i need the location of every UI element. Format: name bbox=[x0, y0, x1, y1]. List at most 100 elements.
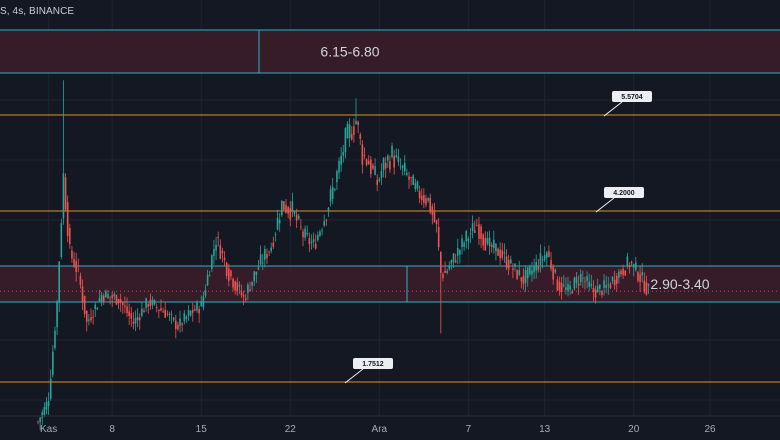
candle-up bbox=[399, 166, 402, 168]
candle-up bbox=[331, 186, 334, 199]
candle-up bbox=[334, 188, 336, 191]
candle-up bbox=[52, 351, 54, 375]
x-tick-label: 20 bbox=[628, 424, 640, 435]
candle-down bbox=[198, 309, 200, 314]
candle-down bbox=[102, 295, 105, 303]
candle-down bbox=[592, 287, 595, 292]
candle-down bbox=[242, 295, 245, 297]
candle-up bbox=[452, 253, 455, 263]
candle-down bbox=[164, 309, 166, 318]
candle-up bbox=[43, 406, 46, 415]
candle-down bbox=[217, 237, 219, 238]
candle-up bbox=[414, 183, 417, 190]
candle-down bbox=[630, 261, 633, 264]
candle-down bbox=[480, 226, 482, 240]
candle-down bbox=[418, 191, 421, 199]
candle-up bbox=[215, 244, 217, 251]
candle-down bbox=[268, 251, 270, 253]
candle-up bbox=[529, 266, 531, 275]
candle-down bbox=[615, 276, 618, 284]
candle-up bbox=[170, 314, 173, 315]
candle-down bbox=[571, 291, 574, 294]
candle-up bbox=[141, 308, 143, 316]
candle-up bbox=[253, 271, 256, 281]
candle-up bbox=[94, 304, 97, 309]
candle-down bbox=[223, 257, 226, 260]
zone-label: 2.90-3.40 bbox=[650, 276, 709, 292]
candle-up bbox=[509, 259, 512, 264]
candle-up bbox=[448, 266, 451, 269]
candle-up bbox=[469, 233, 472, 235]
candle-up bbox=[200, 300, 203, 307]
candle-down bbox=[300, 226, 302, 228]
candle-up bbox=[49, 378, 52, 400]
candle-down bbox=[287, 206, 289, 214]
candle-down bbox=[613, 279, 616, 286]
candle-up bbox=[172, 317, 175, 320]
candle-up bbox=[88, 319, 90, 321]
candle-up bbox=[471, 223, 474, 231]
candle-up bbox=[274, 234, 277, 235]
candle-up bbox=[546, 252, 548, 258]
candle-up bbox=[338, 160, 340, 173]
candle-down bbox=[37, 421, 39, 423]
candle-up bbox=[136, 316, 139, 321]
candle-up bbox=[213, 249, 215, 257]
candle-up bbox=[278, 220, 281, 224]
candle-down bbox=[548, 251, 550, 257]
candle-up bbox=[503, 252, 506, 254]
candle-down bbox=[75, 261, 77, 272]
candle-down bbox=[537, 266, 540, 270]
candle-up bbox=[543, 254, 546, 260]
candle-down bbox=[77, 265, 80, 267]
candle-up bbox=[306, 232, 309, 235]
candle-up bbox=[401, 165, 404, 168]
candle-down bbox=[433, 211, 436, 222]
candle-up bbox=[391, 145, 393, 158]
candle-down bbox=[194, 309, 196, 311]
candle-up bbox=[208, 275, 211, 277]
candle-down bbox=[384, 163, 387, 169]
candle-down bbox=[147, 304, 150, 307]
candle-down bbox=[512, 268, 514, 270]
level-label: 4.2000 bbox=[613, 190, 635, 197]
candle-down bbox=[584, 281, 586, 283]
candle-up bbox=[153, 300, 156, 305]
candle-down bbox=[143, 310, 145, 313]
candle-down bbox=[236, 282, 239, 291]
candle-down bbox=[437, 226, 440, 248]
candle-down bbox=[560, 282, 563, 292]
candle-down bbox=[357, 121, 359, 126]
candle-up bbox=[168, 313, 171, 315]
candle-down bbox=[624, 270, 627, 276]
candle-up bbox=[327, 207, 330, 211]
candle-down bbox=[444, 270, 446, 273]
candle-down bbox=[124, 305, 126, 307]
candle-down bbox=[92, 316, 94, 318]
candle-up bbox=[416, 181, 419, 189]
candle-up bbox=[41, 412, 44, 418]
candle-up bbox=[493, 239, 495, 249]
candle-down bbox=[520, 277, 523, 282]
candle-down bbox=[410, 177, 412, 178]
candle-up bbox=[204, 290, 207, 296]
candle-up bbox=[310, 242, 313, 243]
symbol-header: S, 4s, BINANCE bbox=[0, 6, 75, 17]
candle-down bbox=[158, 309, 160, 311]
candle-up bbox=[340, 155, 342, 165]
candle-up bbox=[554, 269, 557, 273]
candle-up bbox=[382, 158, 385, 171]
candle-down bbox=[225, 262, 228, 276]
candle-up bbox=[465, 231, 468, 242]
candle-down bbox=[552, 265, 554, 280]
candle-up bbox=[582, 277, 584, 279]
candle-up bbox=[270, 247, 272, 252]
candle-down bbox=[440, 252, 442, 273]
candle-down bbox=[81, 286, 84, 303]
candle-down bbox=[601, 291, 603, 296]
candle-down bbox=[643, 280, 646, 292]
candle-up bbox=[607, 284, 610, 286]
candle-up bbox=[105, 291, 107, 298]
zone-fill bbox=[0, 266, 780, 302]
